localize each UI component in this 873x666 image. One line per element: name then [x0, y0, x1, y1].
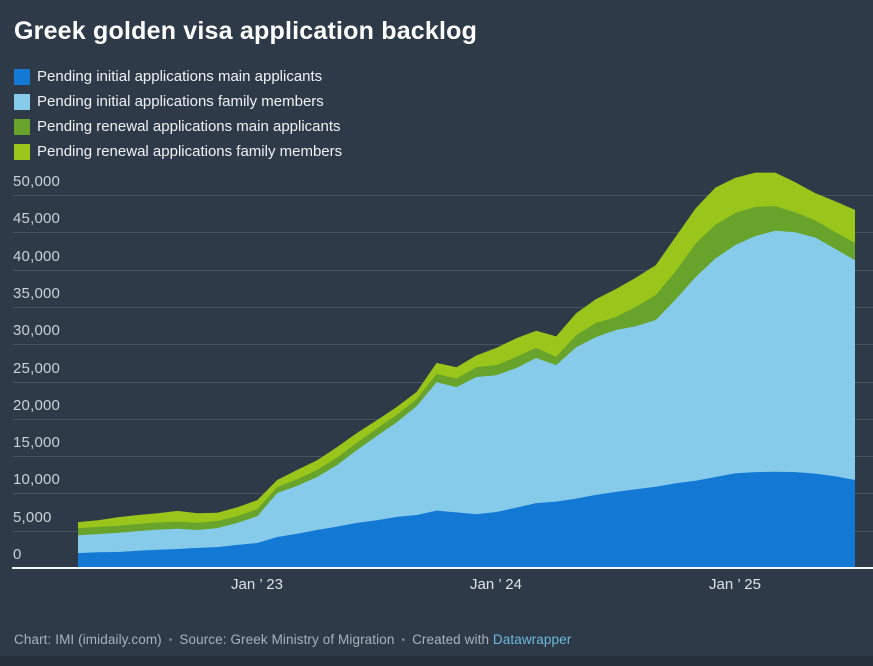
y-axis-tick-label: 45,000 [13, 210, 61, 227]
y-axis-tick-label: 30,000 [13, 322, 61, 339]
y-axis-tick-label: 0 [13, 546, 22, 563]
legend-swatch-renewal-family [14, 143, 30, 160]
legend: Pending initial applications main applic… [14, 64, 342, 164]
y-axis-tick-label: 15,000 [13, 434, 61, 451]
y-axis-tick-label: 25,000 [13, 360, 61, 377]
area-series-0 [78, 471, 855, 568]
gridline [13, 270, 873, 271]
y-axis-tick-label: 5,000 [13, 509, 52, 526]
bottom-edge-strip [0, 656, 873, 666]
attribution-footer: Chart: IMI (imidaily.com) • Source: Greek … [14, 632, 571, 647]
created-with-text: Created with [412, 632, 490, 647]
y-axis-tick-label: 20,000 [13, 397, 61, 414]
source-credit: Source: Greek Ministry of Migration [179, 632, 395, 647]
legend-item-renewal-family: Pending renewal applications family memb… [14, 139, 342, 164]
y-axis-tick-label: 10,000 [13, 471, 61, 488]
legend-item-initial-family: Pending initial applications family memb… [14, 89, 342, 114]
legend-label: Pending initial applications main applic… [37, 68, 323, 85]
legend-swatch-initial-main [14, 68, 30, 85]
gridline [13, 307, 873, 308]
area-series-1 [78, 230, 855, 569]
legend-swatch-renewal-main [14, 118, 30, 135]
legend-label: Pending initial applications family memb… [37, 93, 324, 110]
chart-title: Greek golden visa application backlog [14, 17, 478, 45]
gridline [13, 344, 873, 345]
legend-item-initial-main: Pending initial applications main applic… [14, 64, 342, 89]
gridline [13, 232, 873, 233]
legend-swatch-initial-family [14, 93, 30, 110]
y-axis-tick-label: 50,000 [13, 173, 61, 190]
y-axis-tick-label: 40,000 [13, 248, 61, 265]
y-axis-tick-label: 35,000 [13, 285, 61, 302]
x-axis-tick-label: Jan ’ 25 [709, 576, 761, 593]
x-axis-tick-label: Jan ’ 24 [470, 576, 522, 593]
datawrapper-link[interactable]: Datawrapper [492, 632, 572, 647]
gridline [13, 195, 873, 196]
footer-separator: • [401, 635, 406, 646]
chart-credit: Chart: IMI (imidaily.com) [14, 632, 162, 647]
x-axis-tick-label: Jan ’ 23 [231, 576, 283, 593]
x-axis-line [12, 567, 873, 569]
legend-item-renewal-main: Pending renewal applications main applic… [14, 114, 342, 139]
footer-separator: • [168, 635, 173, 646]
legend-label: Pending renewal applications family memb… [37, 143, 343, 160]
legend-label: Pending renewal applications main applic… [37, 118, 341, 135]
